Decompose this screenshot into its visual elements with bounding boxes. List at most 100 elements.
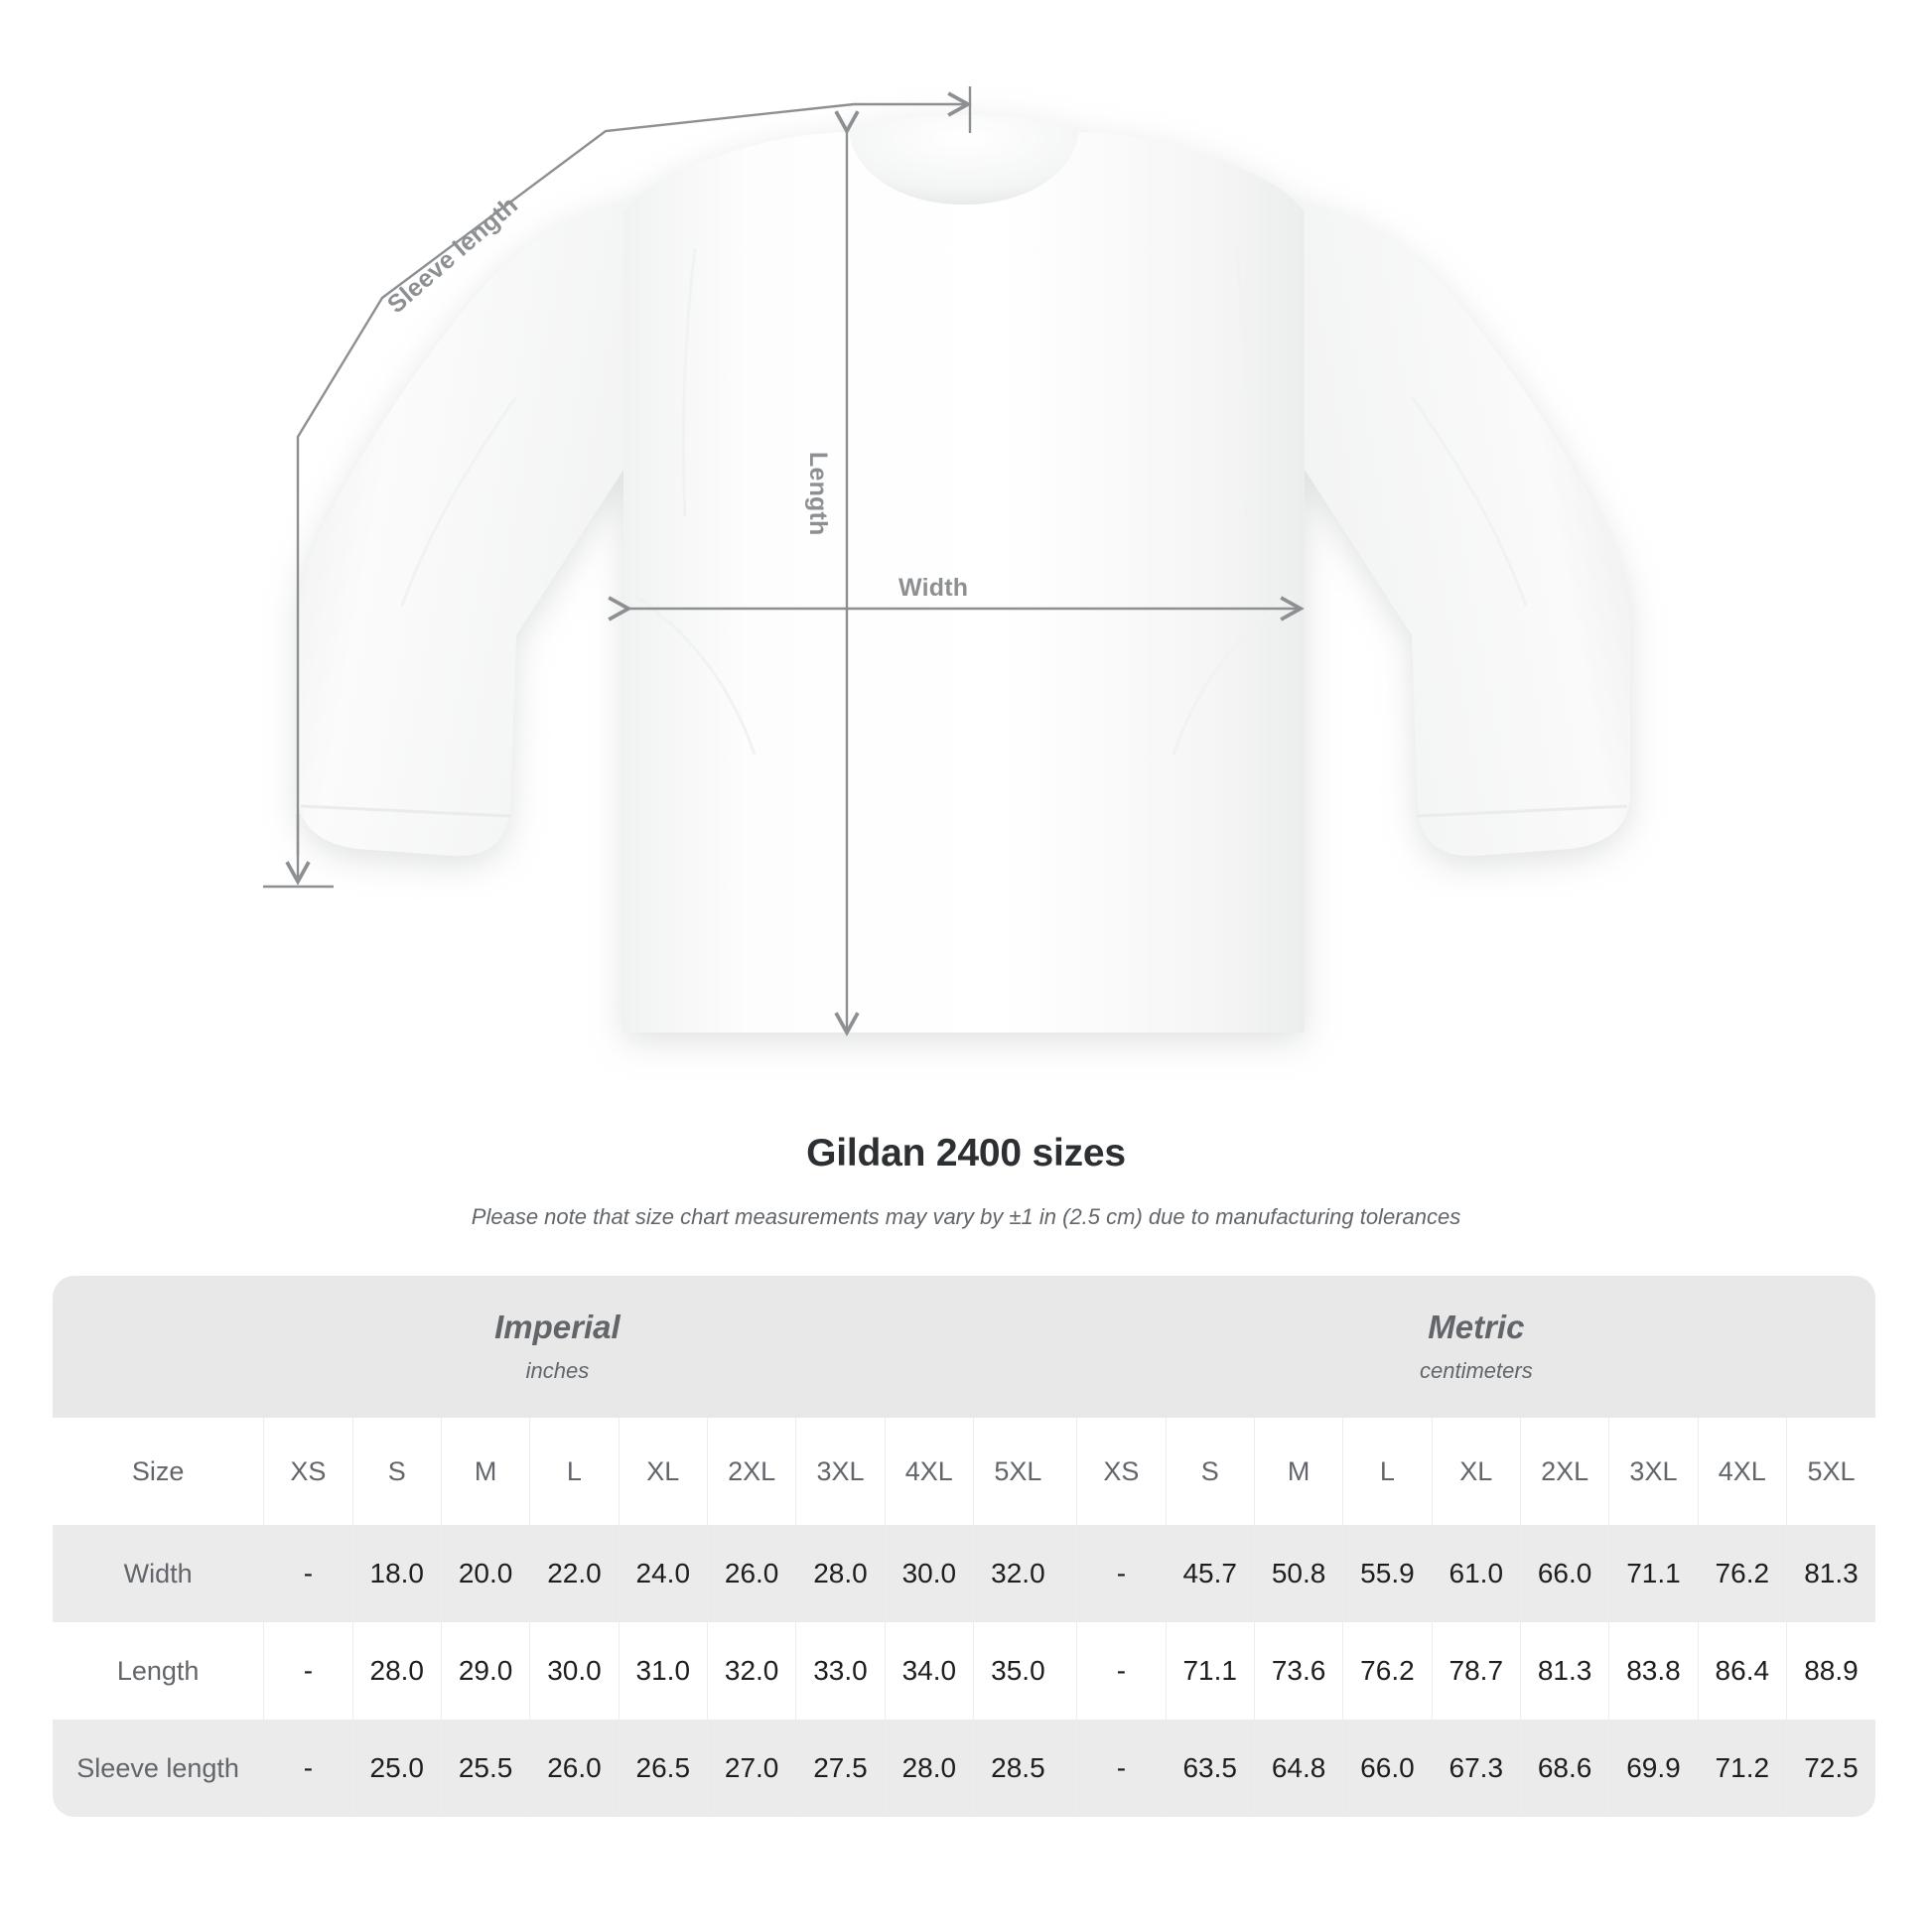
size-header-metric-5xl: 5XL xyxy=(1785,1418,1875,1525)
size-chart-table: Imperial inches Metric centimeters Size XS S M L… xyxy=(53,1276,1875,1817)
unit-section-divider xyxy=(1061,1418,1077,1525)
cell-imperial-m: 29.0 xyxy=(440,1622,530,1720)
size-header-imperial-m: M xyxy=(440,1418,530,1525)
size-header-metric-xl: XL xyxy=(1431,1418,1521,1525)
cell-metric-xs: - xyxy=(1076,1720,1167,1817)
imperial-unit-header: Imperial inches xyxy=(53,1276,1062,1418)
cell-metric-l: 55.9 xyxy=(1342,1525,1433,1622)
size-header-imperial-3xl: 3XL xyxy=(795,1418,886,1525)
cell-metric-xl: 78.7 xyxy=(1431,1622,1521,1720)
cell-metric-m: 64.8 xyxy=(1253,1720,1343,1817)
cell-metric-5xl: 72.5 xyxy=(1785,1720,1875,1817)
size-header-imperial-2xl: 2XL xyxy=(706,1418,796,1525)
size-header-metric-3xl: 3XL xyxy=(1608,1418,1699,1525)
cell-imperial-xs: - xyxy=(263,1622,353,1720)
metric-unit-sub: centimeters xyxy=(1420,1358,1533,1384)
cell-metric-5xl: 88.9 xyxy=(1785,1622,1875,1720)
sleeve-length-dimension xyxy=(263,86,972,889)
cell-metric-xl: 61.0 xyxy=(1431,1525,1521,1622)
table-row: Length -28.0 29.0 30.0 31.0 32.0 33.0 34.0 35.0-… xyxy=(53,1622,1875,1720)
cuff-lines xyxy=(300,804,1628,818)
cell-imperial-3xl: 27.5 xyxy=(795,1720,886,1817)
size-header-imperial-s: S xyxy=(351,1418,442,1525)
cell-imperial-2xl: 32.0 xyxy=(706,1622,796,1720)
cell-imperial-l: 30.0 xyxy=(529,1622,620,1720)
cell-imperial-xl: 26.5 xyxy=(618,1720,708,1817)
size-column-header: Size xyxy=(53,1418,264,1525)
cell-imperial-3xl: 28.0 xyxy=(795,1525,886,1622)
unit-system-banner-row: Imperial inches Metric centimeters xyxy=(53,1276,1875,1418)
cell-imperial-5xl: 35.0 xyxy=(972,1622,1062,1720)
cell-imperial-s: 18.0 xyxy=(351,1525,442,1622)
cell-metric-3xl: 69.9 xyxy=(1608,1720,1699,1817)
unit-section-divider xyxy=(1061,1720,1077,1817)
cell-metric-l: 66.0 xyxy=(1342,1720,1433,1817)
cell-imperial-2xl: 27.0 xyxy=(706,1720,796,1817)
size-header-imperial-5xl: 5XL xyxy=(972,1418,1062,1525)
cell-imperial-m: 20.0 xyxy=(440,1525,530,1622)
size-header-imperial-4xl: 4XL xyxy=(884,1418,974,1525)
garment-silhouette xyxy=(297,115,1631,1033)
cell-imperial-5xl: 32.0 xyxy=(972,1525,1062,1622)
cell-metric-2xl: 81.3 xyxy=(1519,1622,1609,1720)
cell-imperial-2xl: 26.0 xyxy=(706,1525,796,1622)
size-header-metric-m: M xyxy=(1253,1418,1343,1525)
imperial-unit-sub: inches xyxy=(525,1358,590,1384)
cell-metric-s: 45.7 xyxy=(1165,1525,1255,1622)
cell-imperial-4xl: 30.0 xyxy=(884,1525,974,1622)
size-header-metric-4xl: 4XL xyxy=(1697,1418,1787,1525)
tolerance-note: Please note that size chart measurements… xyxy=(471,1204,1461,1229)
cell-imperial-4xl: 34.0 xyxy=(884,1622,974,1720)
shirt-illustration xyxy=(263,86,1631,1036)
size-header-row: Size XS S M L XL 2XL 3XL 4XL 5XL XS S M L XL 2XL 3XL 4XL 5… xyxy=(53,1418,1875,1525)
cell-imperial-m: 25.5 xyxy=(440,1720,530,1817)
product-diagram: Width Length Sleeve length xyxy=(263,86,1631,1036)
table-row: Sleeve length -25.0 25.5 26.0 26.5 27.0 27.5 28… xyxy=(53,1720,1875,1817)
size-header-imperial-xs: XS xyxy=(263,1418,353,1525)
imperial-unit-name: Imperial xyxy=(494,1308,621,1345)
cell-imperial-l: 22.0 xyxy=(529,1525,620,1622)
cell-metric-xs: - xyxy=(1076,1525,1167,1622)
cell-metric-3xl: 83.8 xyxy=(1608,1622,1699,1720)
metric-unit-header: Metric centimeters xyxy=(1076,1276,1875,1418)
width-dimension-label: Width xyxy=(898,574,969,602)
measurement-label-width: Width xyxy=(53,1525,264,1622)
metric-unit-name: Metric xyxy=(1428,1308,1525,1345)
cell-metric-2xl: 66.0 xyxy=(1519,1525,1609,1622)
measurement-label-sleeve-length: Sleeve length xyxy=(53,1720,264,1817)
unit-section-divider xyxy=(1061,1525,1077,1622)
cell-metric-m: 73.6 xyxy=(1253,1622,1343,1720)
cell-imperial-s: 28.0 xyxy=(351,1622,442,1720)
cell-imperial-xl: 31.0 xyxy=(618,1622,708,1720)
measurement-label-length: Length xyxy=(53,1622,264,1720)
size-chart-container: Imperial inches Metric centimeters Size XS S M L… xyxy=(53,1276,1875,1817)
cell-metric-s: 63.5 xyxy=(1165,1720,1255,1817)
cell-metric-4xl: 86.4 xyxy=(1697,1622,1787,1720)
cell-metric-xs: - xyxy=(1076,1622,1167,1720)
cell-metric-2xl: 68.6 xyxy=(1519,1720,1609,1817)
chart-heading: Gildan 2400 sizes Please note that size … xyxy=(0,1132,1932,1230)
cell-imperial-xs: - xyxy=(263,1720,353,1817)
unit-section-divider xyxy=(1061,1276,1077,1418)
size-header-metric-s: S xyxy=(1165,1418,1255,1525)
page-title: Gildan 2400 sizes xyxy=(806,1132,1126,1174)
cell-imperial-3xl: 33.0 xyxy=(795,1622,886,1720)
length-dimension-label: Length xyxy=(804,452,832,536)
cell-metric-xl: 67.3 xyxy=(1431,1720,1521,1817)
cell-imperial-s: 25.0 xyxy=(351,1720,442,1817)
cell-metric-s: 71.1 xyxy=(1165,1622,1255,1720)
size-header-metric-xs: XS xyxy=(1076,1418,1167,1525)
cell-imperial-l: 26.0 xyxy=(529,1720,620,1817)
size-header-metric-2xl: 2XL xyxy=(1519,1418,1609,1525)
cell-metric-4xl: 71.2 xyxy=(1697,1720,1787,1817)
cell-imperial-xs: - xyxy=(263,1525,353,1622)
cell-metric-m: 50.8 xyxy=(1253,1525,1343,1622)
unit-section-divider xyxy=(1061,1622,1077,1720)
cell-metric-5xl: 81.3 xyxy=(1785,1525,1875,1622)
cell-imperial-4xl: 28.0 xyxy=(884,1720,974,1817)
cell-metric-l: 76.2 xyxy=(1342,1622,1433,1720)
table-row: Width -18.0 20.0 22.0 24.0 26.0 28.0 30.0 32.0-4… xyxy=(53,1525,1875,1622)
size-header-imperial-xl: XL xyxy=(618,1418,708,1525)
cell-metric-4xl: 76.2 xyxy=(1697,1525,1787,1622)
cell-imperial-5xl: 28.5 xyxy=(972,1720,1062,1817)
